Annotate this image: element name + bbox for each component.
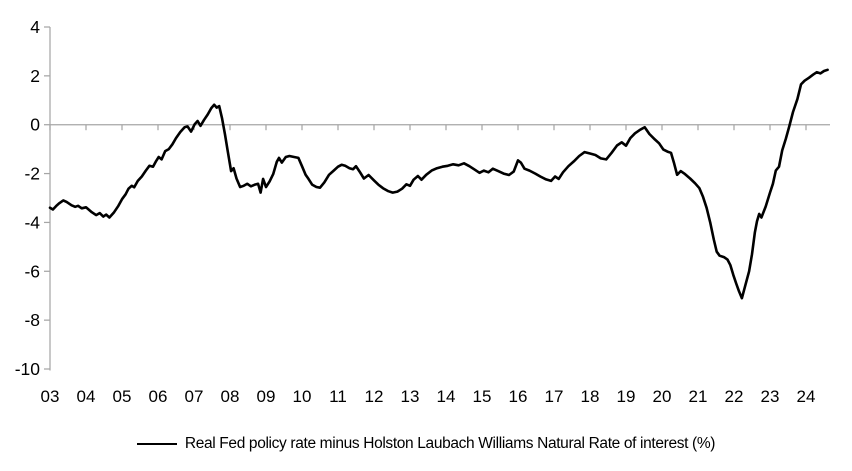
x-axis-tick-label: 11 <box>329 387 347 406</box>
y-axis-tick-label: 0 <box>30 115 40 135</box>
x-axis-tick-label: 03 <box>41 387 60 406</box>
line-chart: 420-2-4-6-8-10 03 04 05 06 07 08 09 10 11 12 13 14 1… <box>15 17 830 406</box>
x-axis-tick-label: 14 <box>437 387 456 406</box>
y-axis-tick-label: -2 <box>24 164 40 184</box>
x-axis-tick-label: 08 <box>221 387 240 406</box>
x-axis-tick-label: 16 <box>509 387 528 406</box>
x-axis-tick-label: 15 <box>473 387 492 406</box>
x-axis-tick-label: 21 <box>689 387 708 406</box>
y-axis-tick-label: 2 <box>30 66 40 86</box>
series-line <box>48 68 829 300</box>
legend-line-marker <box>136 443 177 445</box>
x-axis-tick-label: 12 <box>365 387 384 406</box>
x-axis-tick-label: 19 <box>617 387 636 406</box>
data-series-layer <box>48 68 829 300</box>
y-axis-tick-label: -6 <box>24 261 40 281</box>
x-axis-tick-label: 13 <box>401 387 420 406</box>
y-axis: 4 2 0 -2 -4 -6 -8 -10 <box>15 17 51 379</box>
x-axis-tick-label: 20 <box>653 387 672 406</box>
x-axis-tick-label: 04 <box>77 387 96 406</box>
x-axis-tick-label: 09 <box>257 387 276 406</box>
x-axis-tick-label: 17 <box>545 387 564 406</box>
chart-legend: Real Fed policy rate minus Holston Lauba… <box>0 434 852 454</box>
x-axis-tick-label: 10 <box>293 387 312 406</box>
legend-label: Real Fed policy rate minus Holston Lauba… <box>184 435 716 452</box>
x-axis-tick-label: 18 <box>581 387 600 406</box>
x-axis-tick-label: 05 <box>113 387 132 406</box>
x-axis-tick-label: 07 <box>185 387 204 406</box>
x-axis-tick-label: 23 <box>761 387 780 406</box>
x-axis: 03 04 05 06 07 08 09 10 11 12 13 14 15 16 17 18 19 20 21 22… <box>41 124 816 406</box>
y-axis-tick-label: 4 <box>30 17 40 37</box>
x-axis-tick-label: 06 <box>149 387 168 406</box>
y-axis-tick-label: -4 <box>24 212 40 232</box>
y-axis-tick-label: -8 <box>24 310 40 330</box>
y-axis-tick-label: -10 <box>15 359 41 379</box>
x-axis-tick-label: 22 <box>725 387 744 406</box>
x-axis-tick-label: 24 <box>797 387 816 406</box>
